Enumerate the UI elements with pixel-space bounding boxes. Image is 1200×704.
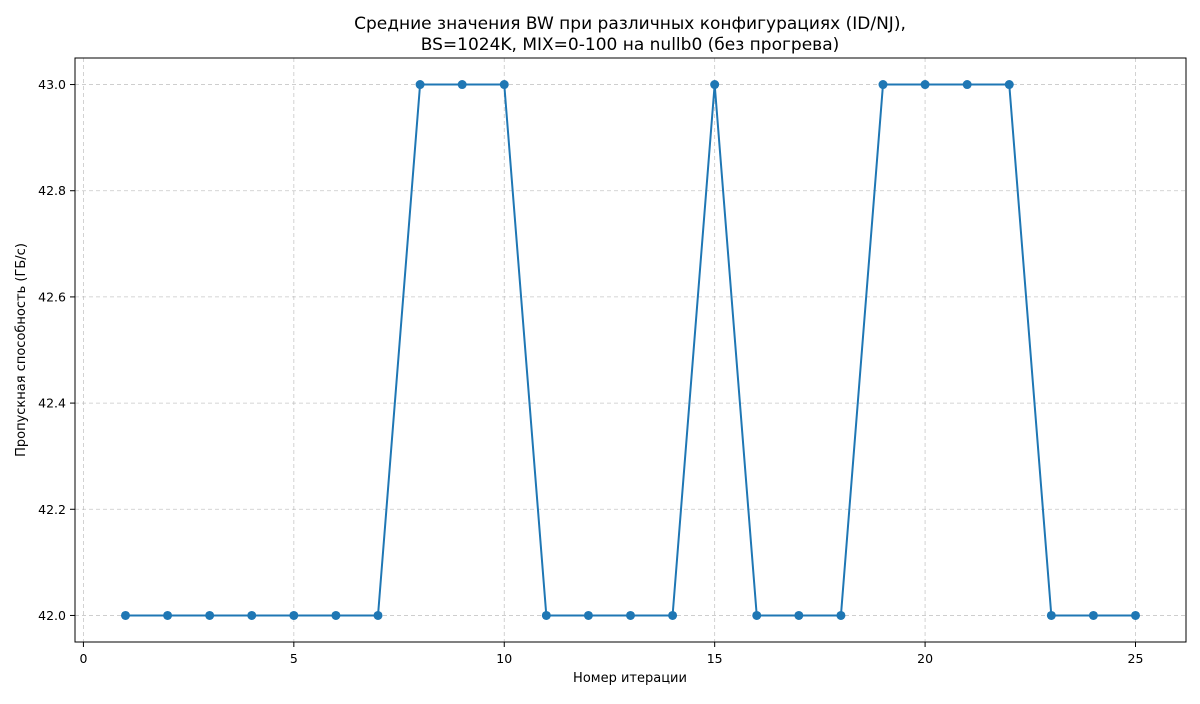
data-point <box>457 80 467 90</box>
y-tick-label: 43.0 <box>38 77 66 92</box>
data-point <box>962 80 972 90</box>
data-point <box>205 610 215 620</box>
y-tick-label: 42.6 <box>38 289 66 304</box>
data-point <box>836 610 846 620</box>
chart-title: Средние значения BW при различных конфиг… <box>354 14 906 55</box>
data-point <box>1046 610 1056 620</box>
y-axis-ticks: 42.0 42.2 42.4 42.6 42.8 43.0 <box>38 77 75 623</box>
chart-title-line-2: BS=1024K, MIX=0-100 на nullb0 (без прогр… <box>421 35 840 55</box>
data-point <box>626 610 635 620</box>
x-tick-label: 10 <box>496 651 512 666</box>
series-group <box>121 80 1140 620</box>
y-tick-label: 42.4 <box>38 396 66 411</box>
y-tick-label: 42.0 <box>38 608 66 623</box>
x-axis-label: Номер итерации <box>573 671 687 686</box>
data-point <box>163 610 173 620</box>
x-axis-ticks: 0 5 10 15 20 25 <box>79 642 1143 666</box>
data-point <box>247 610 257 620</box>
x-tick-label: 5 <box>290 651 298 666</box>
data-point <box>541 610 551 620</box>
data-point <box>373 610 383 620</box>
y-tick-label: 42.8 <box>38 183 66 198</box>
x-tick-label: 25 <box>1128 651 1144 666</box>
x-tick-label: 15 <box>707 651 723 666</box>
grid <box>75 58 1186 642</box>
data-point <box>415 80 425 90</box>
data-point <box>1004 80 1014 90</box>
y-tick-label: 42.2 <box>38 502 66 517</box>
x-tick-label: 20 <box>917 651 933 666</box>
data-point <box>794 610 804 620</box>
data-point <box>331 610 341 620</box>
data-point <box>920 80 930 90</box>
data-point <box>583 610 593 620</box>
data-point <box>752 610 762 620</box>
data-point <box>499 80 509 90</box>
data-point <box>878 80 888 90</box>
x-tick-label: 0 <box>79 651 87 666</box>
plot-area <box>74 57 1187 643</box>
data-point <box>289 610 299 620</box>
y-axis-label: Пропускная способность (ГБ/с) <box>14 243 29 457</box>
data-point <box>1088 610 1098 620</box>
data-point <box>121 610 130 620</box>
data-point <box>1131 610 1140 620</box>
chart-title-line-1: Средние значения BW при различных конфиг… <box>354 14 906 34</box>
series-line <box>125 83 1136 617</box>
data-point <box>668 610 678 620</box>
data-point <box>710 80 720 90</box>
